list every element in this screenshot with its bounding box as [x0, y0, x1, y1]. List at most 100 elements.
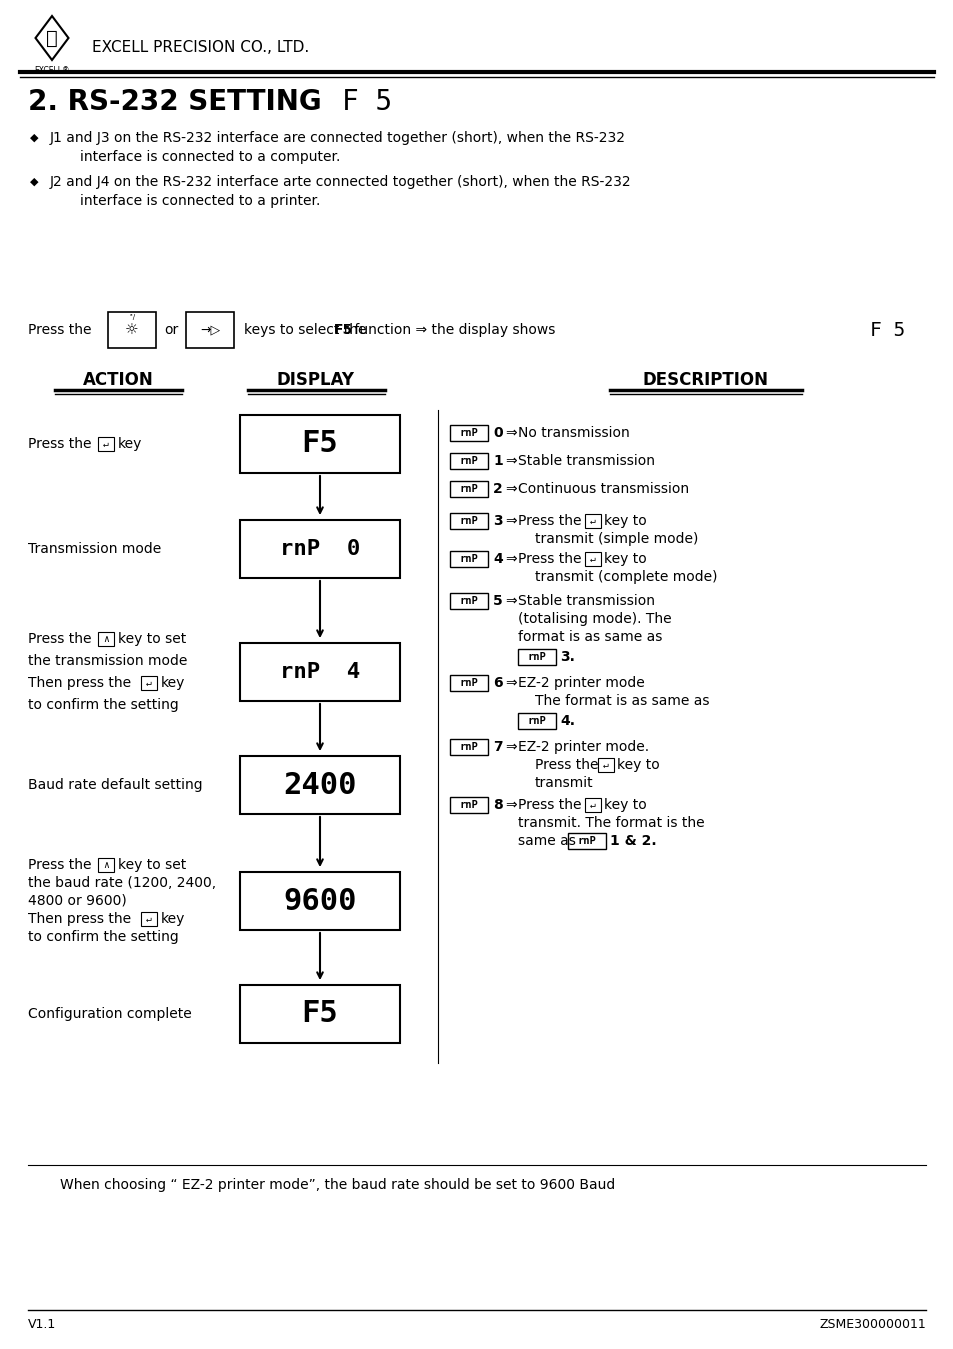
Text: ''/: ''/ [129, 314, 135, 320]
Text: 2400: 2400 [283, 770, 356, 800]
FancyBboxPatch shape [567, 832, 605, 849]
Text: DISPLAY: DISPLAY [276, 371, 355, 389]
Text: 3.: 3. [559, 650, 575, 664]
Text: Baud rate default setting: Baud rate default setting [28, 778, 202, 792]
Text: 2: 2 [493, 482, 502, 496]
Text: 0: 0 [493, 426, 502, 440]
FancyBboxPatch shape [450, 513, 488, 529]
Text: Press the: Press the [28, 858, 91, 871]
Text: EXCELL®: EXCELL® [34, 66, 70, 76]
Text: key: key [118, 437, 142, 451]
Text: transmit (complete mode): transmit (complete mode) [535, 571, 717, 584]
Text: 1 & 2.: 1 & 2. [609, 834, 656, 849]
FancyBboxPatch shape [450, 797, 488, 813]
Text: ∧: ∧ [103, 634, 109, 643]
Text: rnP: rnP [459, 517, 477, 526]
Text: ↵: ↵ [602, 759, 608, 770]
FancyBboxPatch shape [450, 739, 488, 755]
Text: F5: F5 [301, 1000, 338, 1028]
Text: Then press the: Then press the [28, 912, 131, 925]
Text: ∧: ∧ [103, 861, 109, 870]
Text: or: or [164, 322, 178, 337]
Text: ☼: ☼ [125, 322, 139, 337]
Text: key to: key to [603, 552, 646, 567]
Text: No transmission: No transmission [517, 426, 629, 440]
Text: ↵: ↵ [590, 800, 596, 809]
FancyBboxPatch shape [517, 649, 556, 665]
Text: ⇒: ⇒ [504, 455, 517, 468]
Text: When choosing “ EZ-2 printer mode”, the baud rate should be set to 9600 Baud: When choosing “ EZ-2 printer mode”, the … [60, 1178, 615, 1193]
FancyBboxPatch shape [98, 437, 113, 451]
FancyBboxPatch shape [584, 799, 600, 812]
Text: 8: 8 [493, 799, 502, 812]
FancyBboxPatch shape [240, 871, 399, 929]
Text: key to set: key to set [118, 631, 186, 646]
Text: Press the: Press the [28, 437, 91, 451]
Text: F 5: F 5 [869, 321, 904, 340]
Text: Stable transmission: Stable transmission [517, 455, 655, 468]
FancyBboxPatch shape [450, 550, 488, 567]
Text: EZ-2 printer mode.: EZ-2 printer mode. [517, 741, 648, 754]
Text: ⇒: ⇒ [504, 514, 517, 527]
Text: The format is as same as: The format is as same as [535, 693, 709, 708]
Text: 5: 5 [493, 594, 502, 608]
FancyBboxPatch shape [141, 676, 157, 689]
Text: 6: 6 [493, 676, 502, 689]
FancyBboxPatch shape [141, 912, 157, 925]
Text: key: key [161, 912, 185, 925]
Text: F5: F5 [301, 429, 338, 459]
Text: key: key [161, 676, 185, 689]
Text: Continuous transmission: Continuous transmission [517, 482, 688, 496]
Text: rnP: rnP [459, 554, 477, 564]
Text: F5: F5 [334, 322, 353, 337]
Text: →▷: →▷ [200, 324, 220, 336]
Text: ↵: ↵ [146, 679, 152, 688]
Text: ◆: ◆ [30, 177, 38, 188]
Text: 7: 7 [493, 741, 502, 754]
Text: function ⇒ the display shows: function ⇒ the display shows [350, 322, 555, 337]
FancyBboxPatch shape [98, 631, 113, 646]
Text: to confirm the setting: to confirm the setting [28, 697, 178, 712]
Text: Press the: Press the [517, 514, 581, 527]
Text: ACTION: ACTION [83, 371, 153, 389]
Text: F 5: F 5 [341, 88, 392, 116]
Text: rnP  0: rnP 0 [279, 540, 359, 558]
FancyBboxPatch shape [240, 519, 399, 577]
FancyBboxPatch shape [517, 714, 556, 728]
Text: the baud rate (1200, 2400,: the baud rate (1200, 2400, [28, 876, 216, 890]
Text: key to: key to [603, 799, 646, 812]
Text: ⇒: ⇒ [504, 594, 517, 608]
Text: 2. RS-232 SETTING: 2. RS-232 SETTING [28, 88, 321, 116]
Text: V1.1: V1.1 [28, 1318, 56, 1331]
Text: rnP: rnP [527, 652, 546, 662]
Text: Transmission mode: Transmission mode [28, 542, 161, 556]
Text: ↵: ↵ [103, 438, 109, 449]
Text: key to set: key to set [118, 858, 186, 871]
Text: Press the: Press the [535, 758, 598, 772]
Text: Press the: Press the [28, 631, 91, 646]
Text: the transmission mode: the transmission mode [28, 654, 187, 668]
Text: 4800 or 9600): 4800 or 9600) [28, 894, 127, 908]
Text: J1 and J3 on the RS-232 interface are connected together (short), when the RS-23: J1 and J3 on the RS-232 interface are co… [50, 131, 625, 144]
Text: 4.: 4. [559, 714, 575, 728]
FancyBboxPatch shape [108, 312, 156, 348]
Text: interface is connected to a computer.: interface is connected to a computer. [80, 150, 340, 165]
FancyBboxPatch shape [98, 858, 113, 871]
Text: to confirm the setting: to confirm the setting [28, 929, 178, 944]
Text: Press the: Press the [517, 552, 581, 567]
Text: (totalising mode). The: (totalising mode). The [517, 612, 671, 626]
Text: Press the: Press the [517, 799, 581, 812]
FancyBboxPatch shape [450, 594, 488, 608]
Text: Configuration complete: Configuration complete [28, 1006, 192, 1021]
Polygon shape [35, 16, 69, 59]
Text: rnP: rnP [459, 596, 477, 606]
FancyBboxPatch shape [450, 674, 488, 691]
FancyBboxPatch shape [186, 312, 233, 348]
FancyBboxPatch shape [450, 482, 488, 496]
Text: Press the: Press the [28, 322, 91, 337]
Text: ↵: ↵ [590, 517, 596, 526]
Text: rnP: rnP [577, 836, 596, 846]
Text: rnP: rnP [459, 484, 477, 494]
Text: J2 and J4 on the RS-232 interface arte connected together (short), when the RS-2: J2 and J4 on the RS-232 interface arte c… [50, 175, 631, 189]
FancyBboxPatch shape [450, 453, 488, 469]
